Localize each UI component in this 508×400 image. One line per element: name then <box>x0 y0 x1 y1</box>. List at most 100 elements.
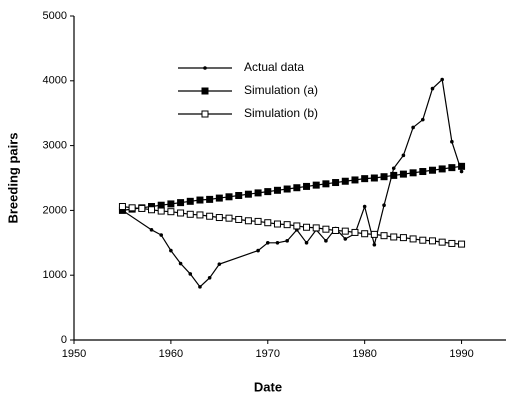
point <box>188 272 193 276</box>
y-tick-label: 2000 <box>43 204 67 216</box>
point <box>235 191 243 199</box>
point <box>458 240 466 248</box>
point <box>159 233 163 237</box>
point <box>264 219 272 227</box>
x-axis-label: Date <box>254 379 282 394</box>
point <box>399 234 407 242</box>
point <box>203 66 207 70</box>
point <box>178 261 183 266</box>
point <box>207 275 212 280</box>
point <box>391 166 396 171</box>
point <box>293 222 301 230</box>
point <box>256 248 260 253</box>
point <box>343 237 348 241</box>
point <box>118 203 126 211</box>
point <box>341 227 349 235</box>
legend-label: Simulation (a) <box>244 83 318 97</box>
point <box>273 220 281 228</box>
point <box>265 241 270 245</box>
point <box>177 209 185 217</box>
point <box>324 239 328 243</box>
point <box>303 182 311 190</box>
point <box>254 217 262 225</box>
point <box>312 181 320 189</box>
point <box>206 212 214 220</box>
point <box>293 184 301 192</box>
point <box>448 164 456 172</box>
point <box>244 190 252 198</box>
point <box>201 110 209 118</box>
point <box>322 225 330 233</box>
point <box>438 165 446 173</box>
point <box>273 186 281 194</box>
point <box>351 176 359 184</box>
y-tick-label: 0 <box>61 334 67 346</box>
point <box>361 175 369 183</box>
point <box>332 226 340 234</box>
point <box>303 223 311 231</box>
point <box>264 188 272 196</box>
point <box>421 117 425 122</box>
point <box>217 262 222 266</box>
point <box>450 139 454 144</box>
point <box>167 208 175 216</box>
point <box>167 200 175 208</box>
point <box>198 285 202 289</box>
point <box>428 237 436 245</box>
point <box>254 189 262 197</box>
point <box>206 195 214 203</box>
point <box>390 233 398 241</box>
point <box>411 125 415 130</box>
point <box>438 238 446 246</box>
point <box>177 199 185 207</box>
point <box>225 214 233 222</box>
point <box>428 166 436 174</box>
point <box>370 230 378 238</box>
x-tick-label: 1990 <box>449 348 473 360</box>
point <box>362 204 367 209</box>
x-tick-label: 1970 <box>256 348 280 360</box>
y-axis-label: Breeding pairs <box>5 132 20 223</box>
legend-label: Simulation (b) <box>244 106 318 120</box>
point <box>341 177 349 185</box>
point <box>448 239 456 247</box>
point <box>149 228 154 232</box>
point <box>304 241 309 245</box>
x-tick-label: 1980 <box>352 348 376 360</box>
x-tick-label: 1950 <box>62 348 86 360</box>
point <box>399 170 407 178</box>
point <box>380 232 388 240</box>
point <box>186 197 194 205</box>
point <box>430 86 435 91</box>
point <box>157 207 165 215</box>
point <box>459 169 464 174</box>
point <box>322 180 330 188</box>
legend-label: Actual data <box>244 60 304 74</box>
point <box>169 248 173 253</box>
point <box>215 194 223 202</box>
y-tick-label: 5000 <box>43 10 67 22</box>
point <box>332 179 340 187</box>
y-tick-label: 1000 <box>43 269 67 281</box>
point <box>201 87 209 95</box>
point <box>382 203 386 208</box>
point <box>458 162 466 170</box>
point <box>372 242 377 247</box>
point <box>244 217 252 225</box>
point <box>409 169 417 177</box>
point <box>390 171 398 179</box>
point <box>157 201 165 209</box>
point <box>215 214 223 222</box>
point <box>401 153 406 158</box>
point <box>196 196 204 204</box>
point <box>380 173 388 181</box>
point <box>285 239 289 243</box>
point <box>186 210 194 218</box>
point <box>148 206 156 214</box>
point <box>138 204 146 212</box>
point <box>275 241 280 245</box>
point <box>419 168 427 176</box>
point <box>283 185 291 193</box>
